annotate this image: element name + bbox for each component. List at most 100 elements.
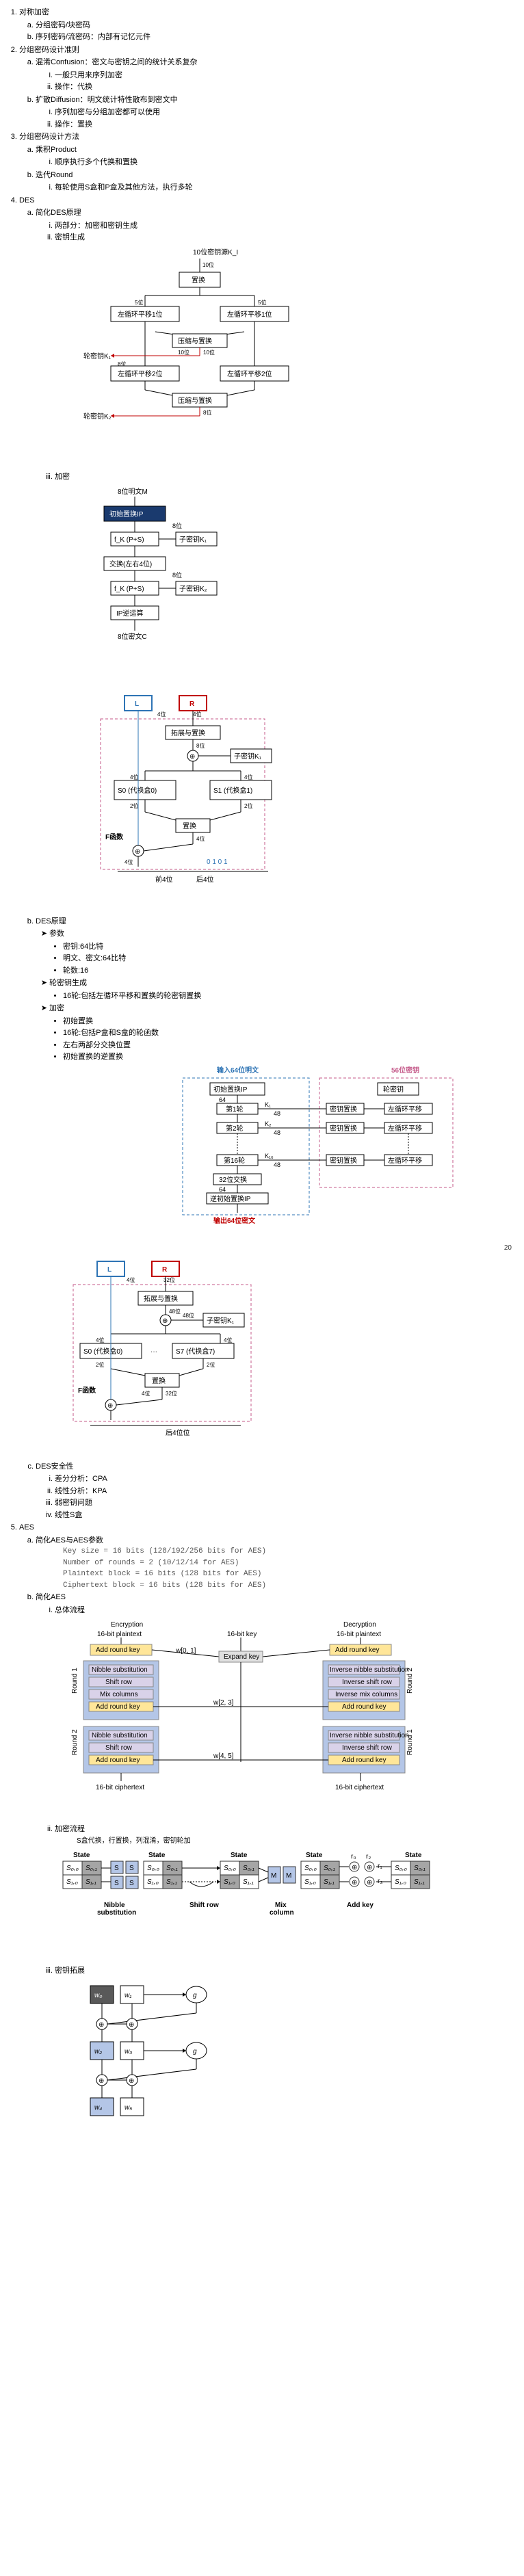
svg-text:S₁,₀: S₁,₀ <box>304 1878 316 1886</box>
svg-text:8位: 8位 <box>172 522 182 529</box>
d4-out: 输出64位密文 <box>213 1216 256 1225</box>
sec4-title: DES 简化DES原理 两部分：加密和密钥生成 密钥生成 10位密钥源K_I 1… <box>19 195 519 1521</box>
svg-text:10位: 10位 <box>202 261 214 268</box>
d6-enc: Encryption <box>111 1621 143 1629</box>
svg-text:S₀,₀: S₀,₀ <box>224 1865 236 1872</box>
sec2-a-ii: 操作：代换 <box>55 81 519 93</box>
d7-mc: Mix <box>275 1902 287 1909</box>
svg-text:⊕: ⊕ <box>107 1402 113 1410</box>
sec4-a-iii: 加密 <box>55 471 519 483</box>
svg-text:S₀,₀: S₀,₀ <box>66 1865 79 1872</box>
aes-l1: Key size = 16 bits (128/192/256 bits for… <box>63 1546 519 1558</box>
d5-back: 后4位位 <box>166 1428 190 1437</box>
d3-F: F函数 <box>105 832 124 841</box>
svg-text:Inverse nibble substitution: Inverse nibble substitution <box>330 1732 409 1739</box>
svg-text:g: g <box>193 1992 197 1999</box>
svg-text:Round 1: Round 1 <box>71 1668 79 1694</box>
svg-text:4位: 4位 <box>244 774 252 780</box>
sec2-a: 混淆Confusion：密文与密钥之间的统计关系复杂 一般只用来序列加密 操作：… <box>36 57 519 93</box>
d2-c: 8位密文C <box>118 632 147 641</box>
svg-text:Round 2: Round 2 <box>71 1729 79 1755</box>
svg-text:48: 48 <box>274 1161 280 1168</box>
keygen-d: 16轮:包括左循环平移和置换的轮密钥置换 <box>63 990 519 1002</box>
sec4-c-ii: 线性分析：KPA <box>55 1486 519 1497</box>
svg-text:48: 48 <box>274 1110 280 1117</box>
d1-ls1b: 左循环平移1位 <box>227 310 272 319</box>
d5-s7: S7 (代换盒7) <box>176 1347 215 1356</box>
sec5-b-t: 简化AES <box>36 1593 66 1601</box>
sec3-a: 乘积Product 顺序执行多个代换和置换 <box>36 144 519 168</box>
sec1-b: 序列密码/流密码：内部有记忆元件 <box>36 31 519 43</box>
svg-text:w₀: w₀ <box>94 1992 102 1999</box>
svg-text:Shift row: Shift row <box>105 1744 133 1752</box>
d5-L: L <box>107 1266 112 1274</box>
d4-ipinv: 逆初始置换IP <box>210 1194 251 1203</box>
aes-l4: Ciphertext block = 16 bits (128 bits for… <box>63 1580 519 1592</box>
d3-s1: S1 (代换盒1) <box>213 786 252 795</box>
svg-text:S₁,₀: S₁,₀ <box>147 1878 159 1886</box>
svg-text:⊕: ⊕ <box>352 1879 357 1887</box>
svg-text:substitution: substitution <box>97 1909 136 1917</box>
svg-text:5位: 5位 <box>258 299 266 306</box>
svg-text:Shift row: Shift row <box>105 1679 133 1686</box>
svg-text:48位: 48位 <box>183 1312 194 1319</box>
sec4-a-i: 两部分：加密和密钥生成 <box>55 220 519 232</box>
d4-r1: 第1轮 <box>226 1105 244 1114</box>
svg-text:0 1 0 1: 0 1 0 1 <box>207 858 228 866</box>
svg-text:S₁,₁: S₁,₁ <box>166 1878 177 1886</box>
svg-text:⊕: ⊕ <box>352 1864 357 1871</box>
d4-ip: 初始置换IP <box>213 1085 248 1094</box>
svg-text:S₀,₁: S₀,₁ <box>414 1865 425 1872</box>
sec4-text: DES <box>19 196 35 205</box>
d5-R: R <box>162 1266 168 1274</box>
diagram-enc: 8位明文M 初始置换IP 8位 f_K (P+S) 子密钥K₁ 交换(左右4位)… <box>77 486 519 688</box>
sec4-a-ii: 密钥生成 <box>55 232 519 244</box>
sec3-a-t: 乘积Product <box>36 146 77 154</box>
sec5-text: AES <box>19 1523 34 1532</box>
svg-text:K₁₆: K₁₆ <box>265 1153 274 1159</box>
sec5-title: AES 简化AES与AES参数 Key size = 16 bits (128/… <box>19 1522 519 2140</box>
d4-k2: 密钥置换 <box>330 1124 357 1133</box>
svg-text:Add round key: Add round key <box>96 1646 140 1654</box>
svg-text:4位: 4位 <box>193 711 201 718</box>
sec3-b-i: 每轮使用S盒和P盒及其他方法，执行多轮 <box>55 182 519 194</box>
svg-text:4位: 4位 <box>157 711 166 718</box>
d1-cp2: 压缩与置换 <box>178 396 212 405</box>
sec3-b-t: 迭代Round <box>36 171 73 179</box>
svg-text:M: M <box>271 1872 276 1880</box>
sec4-c-iii: 弱密钥问题 <box>55 1497 519 1509</box>
svg-text:8位: 8位 <box>203 409 211 416</box>
svg-text:⊕: ⊕ <box>99 2077 104 2085</box>
param-k: 密钥:64比特 <box>63 941 519 953</box>
d4-r2: 第2轮 <box>226 1124 244 1133</box>
sec4-c-t: DES安全性 <box>36 1462 74 1471</box>
svg-text:Inverse shift row: Inverse shift row <box>342 1679 393 1686</box>
sec5-b-i: 总体流程 <box>55 1605 519 1616</box>
d4-k16: 密钥置换 <box>330 1156 357 1165</box>
d3-front: 前4位 <box>155 875 173 884</box>
svg-text:2位: 2位 <box>244 802 252 809</box>
svg-text:S₁,₁: S₁,₁ <box>243 1878 254 1886</box>
svg-text:S: S <box>114 1865 119 1872</box>
sec5-b-iii: 密钥拓展 <box>55 1965 519 1977</box>
diagram-aes-enc: State State State State State S₀,₀ S₀,₁ … <box>56 1849 519 1962</box>
d5-sk: 子密钥K₁ <box>207 1316 235 1325</box>
svg-text:State: State <box>73 1852 90 1859</box>
svg-text:S₀,₀: S₀,₀ <box>395 1865 407 1872</box>
sec4-c: DES安全性 差分分析：CPA 线性分析：KPA 弱密钥问题 线性S盒 <box>36 1461 519 1521</box>
aes-l3: Plaintext block = 16 bits (128 bits for … <box>63 1568 519 1580</box>
diagram-des: 输入64位明文 56位密钥 初始置换IP 轮密钥 64 第1轮 K₁48 密钥置… <box>172 1066 519 1241</box>
d1-cp1: 压缩与置换 <box>178 337 212 345</box>
svg-text:4位: 4位 <box>130 774 138 780</box>
d4-ls2: 左循环平移 <box>388 1124 422 1133</box>
d5-ep: 拓展与置换 <box>144 1294 178 1303</box>
enc-d3: 左右两部分交换位置 <box>63 1040 519 1051</box>
svg-text:2位: 2位 <box>207 1361 215 1368</box>
svg-text:⊕: ⊕ <box>367 1879 372 1887</box>
d1-k1: 轮密钥K₁ <box>83 352 112 360</box>
d4-in: 输入64位明文 <box>217 1066 259 1075</box>
sec2-b-i: 序列加密与分组加密都可以使用 <box>55 107 519 118</box>
d3-R: R <box>189 700 195 708</box>
d4-ls16: 左循环平移 <box>388 1156 422 1165</box>
sec4-b-keygen: 轮密钥生成 16轮:包括左循环平移和置换的轮密钥置换 <box>49 977 519 1001</box>
